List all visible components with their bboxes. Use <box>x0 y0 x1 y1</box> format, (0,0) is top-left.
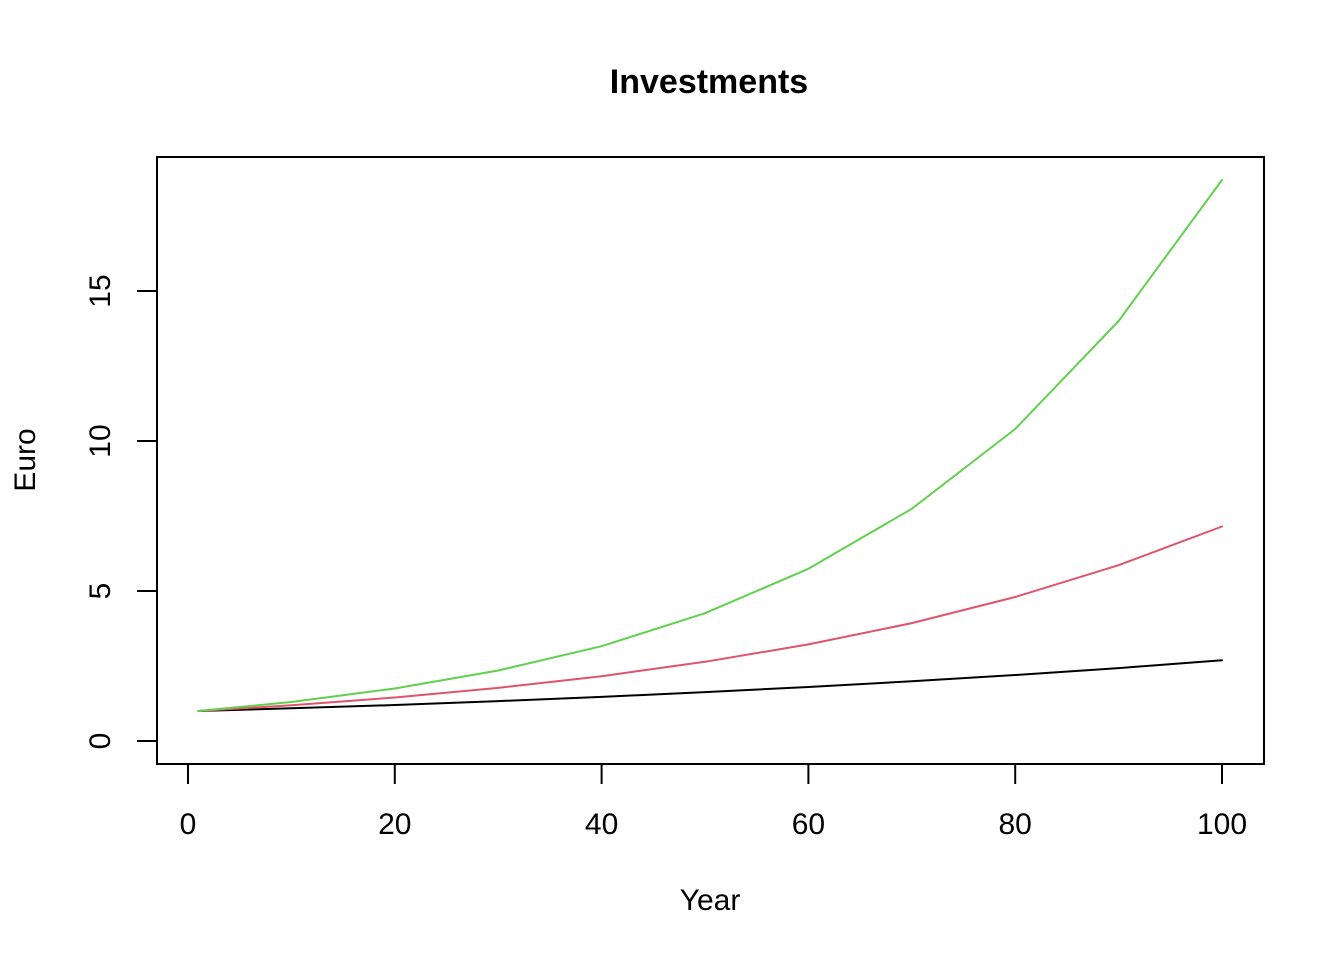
x-tick-label: 100 <box>1197 808 1247 841</box>
y-tick-label: 10 <box>84 424 117 457</box>
chart-title: Investments <box>610 63 808 101</box>
y-tick-label: 0 <box>84 733 117 750</box>
y-tick-label: 15 <box>84 274 117 307</box>
x-tick-label: 60 <box>792 808 825 841</box>
plot-frame <box>156 156 1265 765</box>
x-axis: 0 20 40 60 80 100 <box>180 763 1247 841</box>
y-axis: 0 5 10 15 <box>84 274 158 750</box>
y-tick-label: 5 <box>84 583 117 600</box>
x-axis-label: Year <box>680 884 741 917</box>
series-layer <box>197 179 1223 712</box>
y-axis-label: Euro <box>9 428 42 491</box>
series-line-2 <box>197 525 1223 712</box>
x-tick-label: 40 <box>585 808 618 841</box>
series-line-3 <box>197 179 1223 712</box>
x-tick-label: 0 <box>180 808 197 841</box>
x-tick-label: 20 <box>378 808 411 841</box>
x-tick-label: 80 <box>999 808 1032 841</box>
series-line-1 <box>197 659 1223 712</box>
